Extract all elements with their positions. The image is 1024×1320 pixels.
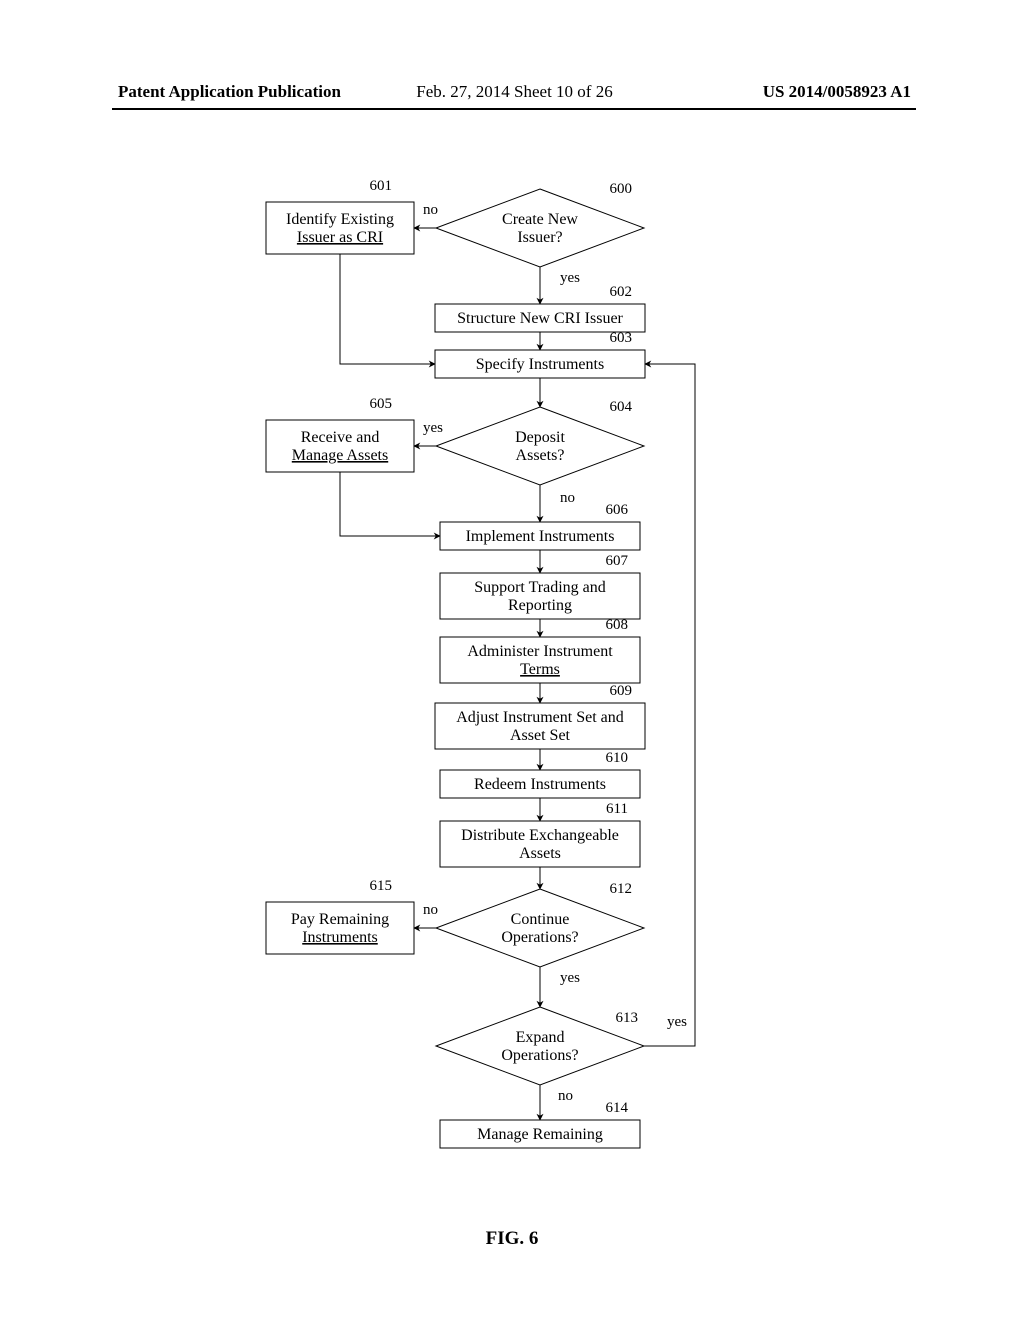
svg-text:Manage Remaining: Manage Remaining: [477, 1126, 603, 1143]
svg-text:Pay RemainingInstruments: Pay RemainingInstruments: [291, 911, 389, 946]
process-615: Pay RemainingInstruments 615: [266, 878, 414, 954]
edge-label: yes: [560, 270, 580, 286]
ref-610: 610: [606, 750, 629, 766]
header-left: Patent Application Publication: [118, 82, 341, 102]
svg-text:Redeem Instruments: Redeem Instruments: [474, 776, 606, 793]
header-middle: Feb. 27, 2014 Sheet 10 of 26: [416, 82, 612, 102]
svg-text:ContinueOperations?: ContinueOperations?: [501, 911, 578, 946]
flowchart: no yes yes no no yes no yes Create NewIssuer?60…: [0, 160, 1024, 1190]
edge-label: no: [423, 202, 438, 218]
edge-label: yes: [560, 970, 580, 986]
ref-602: 602: [610, 284, 633, 300]
edge-label: yes: [667, 1014, 687, 1030]
header-rule: [112, 108, 916, 110]
edge: [340, 472, 440, 536]
svg-text:Identify ExistingIssuer as CRI: Identify ExistingIssuer as CRI: [286, 211, 394, 246]
edge-label: yes: [423, 420, 443, 436]
decision-613: ExpandOperations?613: [436, 1007, 644, 1085]
decision-604: DepositAssets? 604: [436, 399, 644, 485]
ref-603: 603: [610, 330, 633, 346]
ref-607: 607: [606, 553, 629, 569]
svg-text:Specify Instruments: Specify Instruments: [476, 356, 604, 373]
figure-caption: FIG. 6: [0, 1228, 1024, 1250]
ref-605: 605: [370, 396, 393, 412]
svg-text:DepositAssets?: DepositAssets?: [515, 429, 565, 464]
edge: [644, 364, 695, 1046]
ref-601: 601: [370, 178, 393, 194]
ref-613: 613: [616, 1010, 639, 1026]
ref-614: 614: [606, 1100, 629, 1116]
process-605: Receive andManage Assets 605: [266, 396, 414, 472]
ref-609: 609: [610, 683, 633, 699]
ref-608: 608: [606, 617, 629, 633]
svg-text:Implement Instruments: Implement Instruments: [466, 528, 615, 545]
patent-page: Patent Application Publication Feb. 27, …: [0, 0, 1024, 1320]
process-601: Identify ExistingIssuer as CRI 601: [266, 178, 414, 254]
header-right: US 2014/0058923 A1: [763, 82, 911, 102]
edge-label: no: [560, 490, 575, 506]
edge-label: no: [423, 902, 438, 918]
svg-text:Structure New CRI Issuer: Structure New CRI Issuer: [457, 310, 623, 327]
ref-604: 604: [610, 399, 633, 415]
edge-label: no: [558, 1088, 573, 1104]
edge: [340, 254, 435, 364]
decision-600: Create NewIssuer?600: [436, 181, 644, 267]
ref-615: 615: [370, 878, 393, 894]
ref-606: 606: [606, 502, 629, 518]
ref-612: 612: [610, 881, 633, 897]
decision-612: ContinueOperations? 612: [436, 881, 644, 967]
ref-611: 611: [606, 801, 628, 817]
ref-600: 600: [610, 181, 633, 197]
svg-text:Receive andManage Assets: Receive andManage Assets: [292, 429, 388, 464]
